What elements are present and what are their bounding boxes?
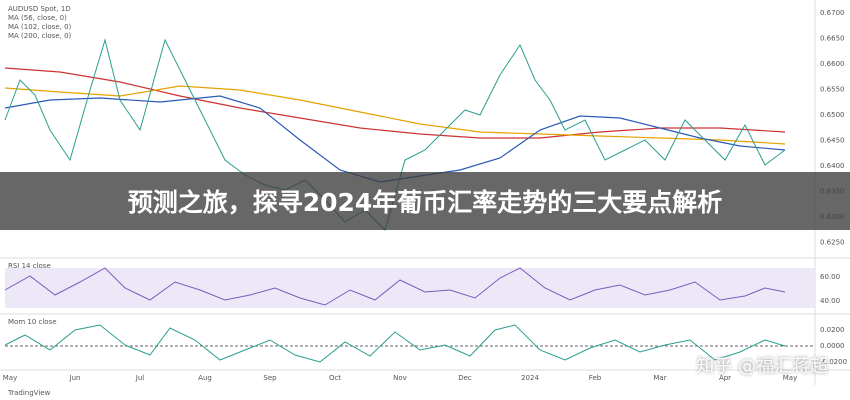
mom-tick-label: 0.0200 (820, 326, 845, 334)
time-tick-label: Apr (719, 374, 731, 382)
rsi-tick-label: 40.00 (820, 297, 840, 305)
price-tick-label: 0.6500 (820, 111, 845, 119)
panel-label: Mom 10 close (8, 318, 57, 326)
ma-102 (4, 85, 786, 145)
time-tick-label: Nov (393, 374, 407, 382)
legend-entry: MA (102, close, 0) (8, 23, 72, 31)
title-banner: 预测之旅，探寻2024年葡币汇率走势的三大要点解析 (0, 172, 850, 230)
price-tick-label: 0.6550 (820, 86, 845, 94)
time-tick-label: Oct (329, 374, 341, 382)
price-tick-label: 0.6600 (820, 60, 845, 68)
price-tick-label: 0.6650 (820, 35, 845, 43)
time-tick-label: May (783, 374, 797, 382)
time-tick-label: Mar (653, 374, 666, 382)
footer-logo: TradingView (7, 389, 51, 397)
panel-label: RSI 14 close (8, 262, 51, 270)
price-tick-label: 0.6250 (820, 239, 845, 247)
momentum-line (4, 324, 786, 363)
price-tick-label: 0.6400 (820, 162, 845, 170)
mom-tick-label: -0.0200 (820, 358, 847, 366)
banner-title: 预测之旅，探寻2024年葡币汇率走势的三大要点解析 (127, 188, 723, 217)
legend-entry: AUDUSD Spot, 1D (8, 5, 71, 13)
legend-entry: MA (200, close, 0) (8, 32, 72, 40)
price-tick-label: 0.6450 (820, 137, 845, 145)
rsi-line (4, 267, 786, 306)
time-tick-label: Feb (589, 374, 602, 382)
time-tick-label: Jul (135, 374, 145, 382)
ma-200 (4, 67, 786, 139)
time-tick-label: Aug (198, 374, 212, 382)
mom-tick-label: 0.0000 (820, 342, 845, 350)
time-tick-label: May (3, 374, 17, 382)
time-tick-label: 2024 (521, 374, 539, 382)
watermark: 知乎 @福汇蒋超 (696, 356, 828, 377)
legend-entry: MA (56, close, 0) (8, 14, 67, 22)
rsi-tick-label: 60.00 (820, 273, 840, 281)
rsi-band (5, 268, 815, 308)
time-tick-label: Jun (69, 374, 81, 382)
price-tick-label: 0.6700 (820, 9, 845, 17)
time-tick-label: Sep (263, 374, 277, 382)
time-tick-label: Dec (458, 374, 472, 382)
